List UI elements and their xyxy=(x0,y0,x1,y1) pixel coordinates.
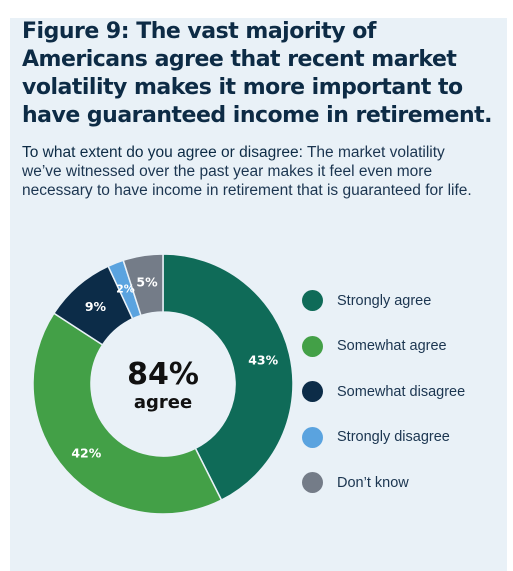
legend-item-strongly-disagree: Strongly disagree xyxy=(302,415,507,461)
slice-label-don-t-know: 5% xyxy=(136,275,158,290)
legend-label: Somewhat agree xyxy=(337,338,447,355)
donut-slice-don-t-know xyxy=(122,253,164,317)
figure-title: Figure 9: The vast majority of Americans… xyxy=(22,18,493,130)
legend-label: Don’t know xyxy=(337,474,409,491)
donut-slice-somewhat-agree xyxy=(32,312,223,515)
figure-label: Figure 9: xyxy=(22,19,130,44)
legend-label: Strongly disagree xyxy=(337,429,450,446)
legend-item-somewhat-agree: Somewhat agree xyxy=(302,324,507,370)
legend-swatch xyxy=(302,335,323,357)
legend-swatch xyxy=(302,472,323,494)
legend-swatch xyxy=(302,290,323,312)
slice-label-strongly-disagree: 2% xyxy=(116,283,135,296)
question-text: The market volatility we’ve witnessed ov… xyxy=(22,144,472,199)
legend-item-don-t-know: Don’t know xyxy=(302,460,507,506)
slice-label-strongly-agree: 43% xyxy=(248,353,278,368)
legend-item-somewhat-disagree: Somewhat disagree xyxy=(302,369,507,415)
figure-title-text: The vast majority of Americans agree tha… xyxy=(22,19,493,128)
donut-slices xyxy=(32,253,294,515)
legend-swatch xyxy=(302,426,323,448)
legend-label: Somewhat disagree xyxy=(337,383,466,400)
donut-slice-strongly-agree xyxy=(162,253,294,502)
chart-legend: Strongly agree Somewhat agree Somewhat dis… xyxy=(302,278,507,506)
legend-swatch xyxy=(302,381,323,403)
legend-item-strongly-agree: Strongly agree xyxy=(302,278,507,324)
survey-question: To what extent do you agree or disagree:… xyxy=(22,143,482,200)
center-value: 84% xyxy=(127,357,199,392)
donut-slice-labels: 43% 42% 9% 2% 5% xyxy=(71,275,278,461)
center-label: agree xyxy=(134,392,192,413)
slice-label-somewhat-agree: 42% xyxy=(71,445,101,460)
legend-label: Strongly agree xyxy=(337,292,432,309)
slice-label-somewhat-disagree: 9% xyxy=(85,299,107,314)
donut-chart: 43% 42% 9% 2% 5% 84% agree xyxy=(32,253,294,515)
question-lead: To what extent do you agree or disagree: xyxy=(22,144,303,161)
